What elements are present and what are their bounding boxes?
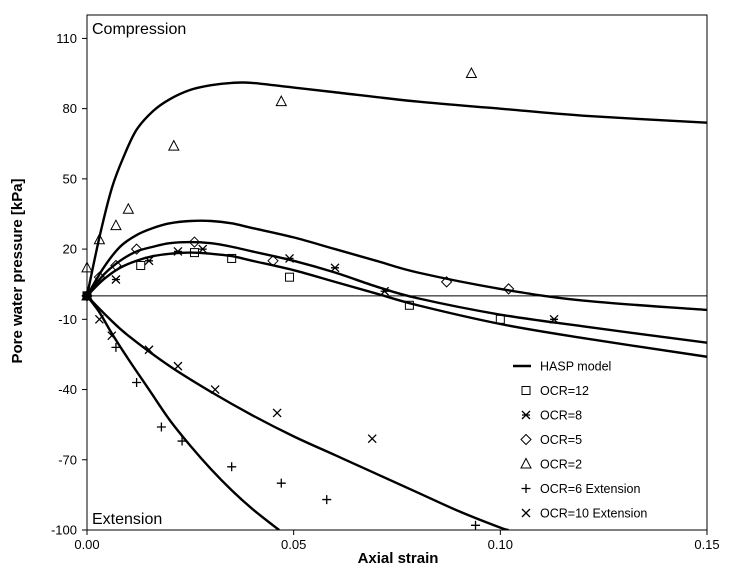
x-tick-label: 0.15 <box>694 537 719 552</box>
data-point-plus <box>177 436 187 446</box>
hasp-model-curve <box>87 295 509 530</box>
x-tick-label: 0.05 <box>281 537 306 552</box>
data-point-asterisk <box>111 275 121 284</box>
extension-label: Extension <box>92 511 162 528</box>
legend-marker-cross <box>521 508 531 518</box>
data-point-cross <box>210 385 220 395</box>
legend-marker-triangle <box>520 457 532 469</box>
legend-label: OCR=12 <box>540 384 589 398</box>
data-point-diamond <box>502 283 515 295</box>
legend-marker-square <box>521 386 531 395</box>
y-tick-label: -70 <box>58 452 77 467</box>
data-point-plus <box>132 378 142 388</box>
legend-item: OCR=6 Extension <box>521 482 640 496</box>
data-point-triangle <box>167 139 180 151</box>
legend-item: OCR=2 <box>520 457 582 472</box>
data-point-plus <box>322 495 332 505</box>
y-tick-label: -100 <box>51 523 77 538</box>
data-point-asterisk <box>380 286 390 296</box>
legend-item: HASP model <box>513 360 611 374</box>
legend-label: HASP model <box>540 360 611 374</box>
legend-item: OCR=10 Extension <box>521 507 647 521</box>
data-point-cross <box>144 345 154 355</box>
legend-marker-plus <box>521 484 531 493</box>
data-point-asterisk <box>173 246 183 256</box>
model-curves <box>87 81 707 530</box>
compression-label: Compression <box>92 21 186 38</box>
data-point-square <box>285 272 295 282</box>
data-point-diamond <box>267 255 279 267</box>
legend-label: OCR=2 <box>540 458 582 472</box>
data-point-diamond <box>188 236 201 248</box>
y-tick-label: -10 <box>58 312 77 327</box>
data-point-triangle <box>122 202 135 214</box>
legend-marker-asterisk <box>521 410 531 420</box>
data-point-cross <box>367 434 377 444</box>
legend-label: OCR=6 Extension <box>540 482 640 496</box>
legend-item: OCR=12 <box>521 384 589 398</box>
origin-point <box>82 291 92 301</box>
x-tick-label: 0.00 <box>74 537 99 552</box>
legend-marker-diamond <box>520 433 532 446</box>
hasp-model-curve <box>87 295 280 530</box>
data-point-cross <box>173 361 183 371</box>
data-point-square <box>495 314 505 324</box>
y-tick-label: 110 <box>56 31 77 46</box>
data-points <box>81 66 559 530</box>
hasp-model-curve <box>87 81 707 297</box>
data-point-plus <box>227 462 237 472</box>
y-axis-title: Pore water pressure [kPa] <box>9 178 26 363</box>
data-point-diamond <box>93 271 106 283</box>
data-point-diamond <box>440 276 453 288</box>
data-point-asterisk <box>144 256 154 266</box>
legend: HASP model OCR=12 OCR=8 OCR=5 OCR=2 OCR=6 Ext… <box>513 360 647 521</box>
data-point-diamond <box>130 243 143 255</box>
data-point-plus <box>471 520 481 530</box>
legend-item: OCR=8 <box>521 409 582 423</box>
data-point-triangle <box>465 66 478 79</box>
hasp-model-curve <box>87 240 707 344</box>
data-point-asterisk <box>549 314 559 324</box>
data-point-square <box>404 300 414 310</box>
legend-item: OCR=5 <box>520 433 582 447</box>
data-point-triangle <box>93 233 106 245</box>
legend-label: OCR=10 Extension <box>540 507 647 521</box>
data-point-cross <box>107 331 117 341</box>
hasp-model-curve <box>87 219 707 312</box>
x-axis-title: Axial strain <box>358 550 439 567</box>
data-point-asterisk <box>330 263 340 273</box>
y-tick-label: 50 <box>63 171 77 186</box>
y-tick-label: 20 <box>63 242 77 257</box>
plot-frame <box>86 14 708 531</box>
x-tick-label: 0.10 <box>488 537 513 552</box>
data-point-square <box>136 260 146 270</box>
data-point-cross <box>94 314 104 324</box>
y-tick-label: 80 <box>63 101 77 116</box>
hasp-model-curve <box>87 251 707 358</box>
data-point-diamond <box>110 259 122 272</box>
legend-label: OCR=8 <box>540 409 582 423</box>
y-tick-label: -40 <box>58 382 77 397</box>
data-point-cross <box>272 408 282 418</box>
data-point-plus <box>156 422 166 432</box>
data-point-asterisk <box>285 253 294 263</box>
data-point-triangle <box>110 219 122 231</box>
data-point-triangle <box>275 95 288 107</box>
data-point-plus <box>111 342 121 352</box>
data-point-square <box>227 253 237 263</box>
data-point-asterisk <box>198 244 208 254</box>
data-point-plus <box>276 478 286 488</box>
data-point-triangle <box>81 261 93 273</box>
legend-label: OCR=5 <box>540 433 582 447</box>
